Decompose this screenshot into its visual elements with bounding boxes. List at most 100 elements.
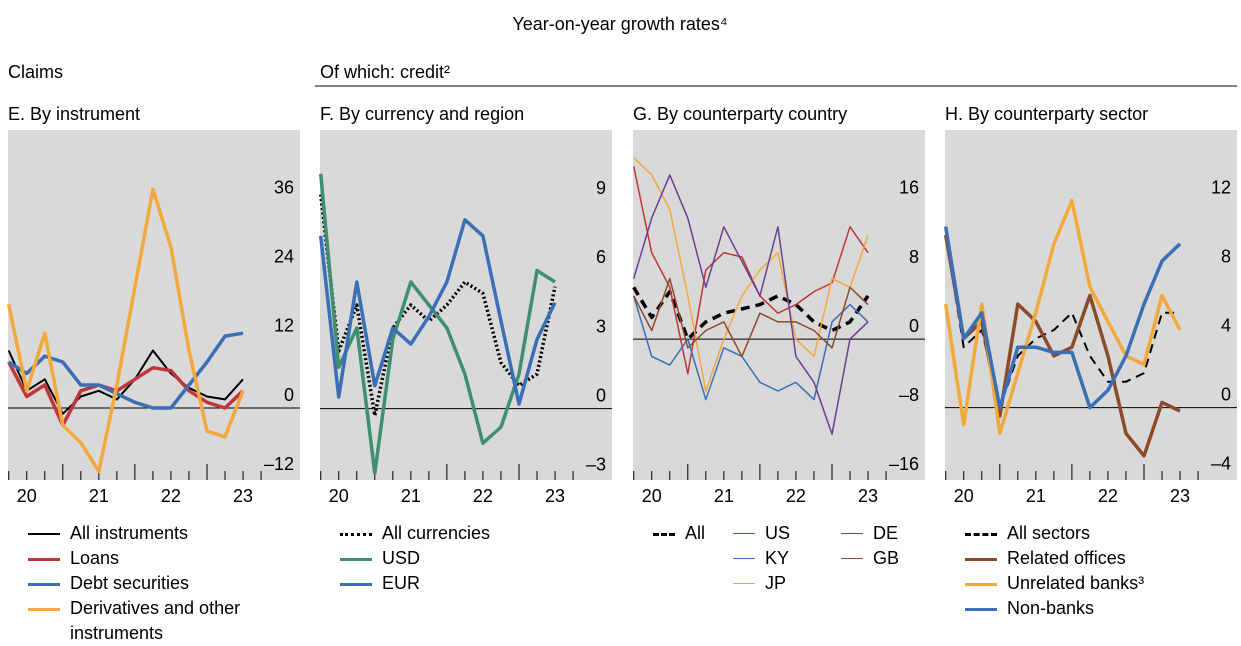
legend-item: GB [841,546,961,571]
y-tick-label: 8 [909,247,919,267]
x-tick-label: 20 [642,486,662,506]
legend-swatch [28,558,60,561]
x-tick-label: 23 [545,486,565,506]
y-tick-label: –8 [899,385,919,405]
legend: All sectors Related offices Unrelated bank… [965,521,1205,621]
legend-item: Derivatives and other instruments [28,596,268,646]
series-line [318,218,557,406]
y-tick-label: –4 [1211,453,1231,473]
x-tick-label: 23 [1170,486,1190,506]
y-tick-label: 6 [596,247,606,267]
x-tick-label: 21 [89,486,109,506]
legend-item: USD [340,546,580,571]
legend: All US KY JP DE GB [653,521,961,596]
legend-label: All instruments [70,523,189,543]
legend: All instruments Loans Debt securities Deriv… [28,521,268,646]
legend-label: Non-banks [1007,598,1095,618]
series-line [943,226,1182,410]
y-tick-label: 12 [274,316,294,336]
legend-label: EUR [382,573,421,593]
y-tick-label: 0 [596,385,606,405]
plot-area [320,130,612,480]
header-title: Year-on-year growth rates⁴ [512,14,727,34]
legend-swatch [733,533,755,534]
legend-item: JP [733,571,841,596]
legend-item: All instruments [28,521,268,546]
legend-label: All sectors [1007,523,1091,543]
legend-item: Unrelated banks³ [965,571,1205,596]
y-tick-label: 12 [1211,177,1231,197]
y-tick-label: 3 [596,316,606,336]
series-line [6,187,245,474]
y-tick-label: 0 [284,385,294,405]
legend-label: US [765,523,791,543]
legend-swatch [965,608,997,611]
x-tick-label: 22 [473,486,493,506]
x-tick-label: 21 [1026,486,1046,506]
panel-title: H. By counterparty sector [945,104,1148,124]
y-tick-label: –16 [889,454,919,474]
right-label: Of which: credit² [320,62,450,82]
x-tick-label: 23 [858,486,878,506]
legend-item: Related offices [965,546,1205,571]
legend-swatch [28,533,60,535]
legend-swatch [28,608,60,611]
panel-title: E. By instrument [8,104,140,124]
legend-swatch [340,583,372,586]
x-tick-label: 21 [714,486,734,506]
legend-label: DE [873,523,899,543]
y-tick-label: 8 [1221,246,1231,266]
legend-swatch [340,558,372,561]
x-tick-label: 20 [329,486,349,506]
legend-label: USD [382,548,421,568]
legend-swatch [841,533,863,534]
panel-title: F. By currency and region [320,104,524,124]
legend-swatch [653,533,675,536]
legend-item: DE [841,521,961,546]
legend-label: Unrelated banks³ [1007,573,1145,593]
legend-swatch [965,558,997,561]
series-line [7,361,245,428]
legend-item: All sectors [965,521,1205,546]
legend-item: US [733,521,841,546]
left-label: Claims [8,62,63,82]
x-tick-label: 21 [401,486,421,506]
legend-swatch [965,583,997,586]
x-tick-label: 22 [161,486,181,506]
legend-label: Loans [70,548,120,568]
legend-item: All [653,521,733,546]
x-tick-label: 22 [1098,486,1118,506]
series-line [633,157,869,392]
series-line [632,295,869,401]
legend-label: All [685,523,706,543]
legend-item: EUR [340,571,580,596]
series-line [632,166,869,375]
y-tick-label: 4 [1221,315,1231,335]
legend-swatch [733,583,755,584]
legend-item: Non-banks [965,596,1205,621]
legend-swatch [340,533,372,536]
legend-label: GB [873,548,900,568]
series-line [633,277,869,358]
legend-label: Related offices [1007,548,1126,568]
legend-swatch [841,558,863,559]
legend-swatch [965,533,997,536]
legend-label: JP [765,573,787,593]
x-tick-label: 22 [786,486,806,506]
legend-label: Debt securities [70,573,190,593]
series-line [632,174,869,435]
legend-item: All currencies [340,521,580,546]
series-line [318,194,557,418]
legend-label: All currencies [382,523,491,543]
x-tick-label: 23 [233,486,253,506]
legend-item: Debt securities [28,571,268,596]
legend: All currencies USD EUR [340,521,580,596]
y-tick-label: 16 [899,178,919,198]
legend-label: KY [765,548,790,568]
legend-item: KY [733,546,841,571]
legend-label: Derivatives and other instruments [70,598,241,643]
y-tick-label: 24 [274,247,294,267]
legend-swatch [28,583,60,586]
